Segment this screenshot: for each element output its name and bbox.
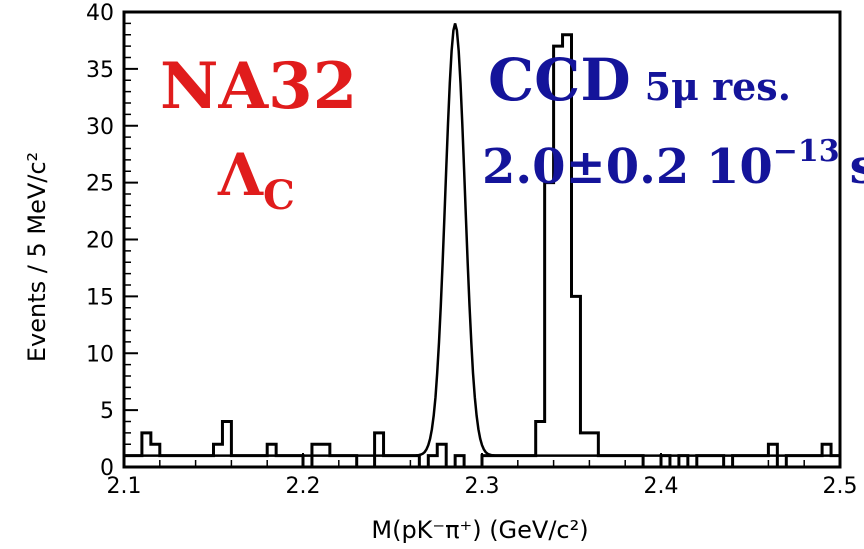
y-tick-label: 30 bbox=[86, 115, 114, 140]
y-tick-label: 15 bbox=[86, 285, 114, 310]
y-tick-label: 25 bbox=[86, 172, 114, 197]
y-tick-label: 5 bbox=[100, 399, 114, 424]
y-tick-label: 10 bbox=[86, 342, 114, 367]
x-tick-label: 2.4 bbox=[644, 474, 679, 499]
y-tick-label: 20 bbox=[86, 229, 114, 254]
annotation-lifetime: 2.0±0.2 10−13 s bbox=[482, 134, 864, 195]
x-axis-title: M(pK⁻π⁺) (GeV/c²) bbox=[371, 516, 588, 544]
y-axis-title: Events / 5 MeV/c² bbox=[23, 152, 51, 362]
x-tick-label: 2.5 bbox=[823, 474, 858, 499]
annotation-lambda-c: ΛC bbox=[217, 141, 295, 219]
annotation-na32: NA32 bbox=[160, 49, 357, 124]
y-tick-label: 40 bbox=[86, 1, 114, 26]
x-tick-label: 2.3 bbox=[465, 474, 500, 499]
x-tick-label: 2.2 bbox=[286, 474, 321, 499]
fit-curve bbox=[124, 23, 840, 457]
y-tick-label: 0 bbox=[100, 456, 114, 481]
x-tick-label: 2.1 bbox=[107, 474, 142, 499]
tick-labels: 2.1 2.2 2.3 2.4 2.5 0 5 10 15 20 25 30 35 40 bbox=[86, 1, 858, 499]
annotation-ccd-resolution: CCD 5μ res. bbox=[488, 46, 791, 114]
y-tick-label: 35 bbox=[86, 58, 114, 83]
